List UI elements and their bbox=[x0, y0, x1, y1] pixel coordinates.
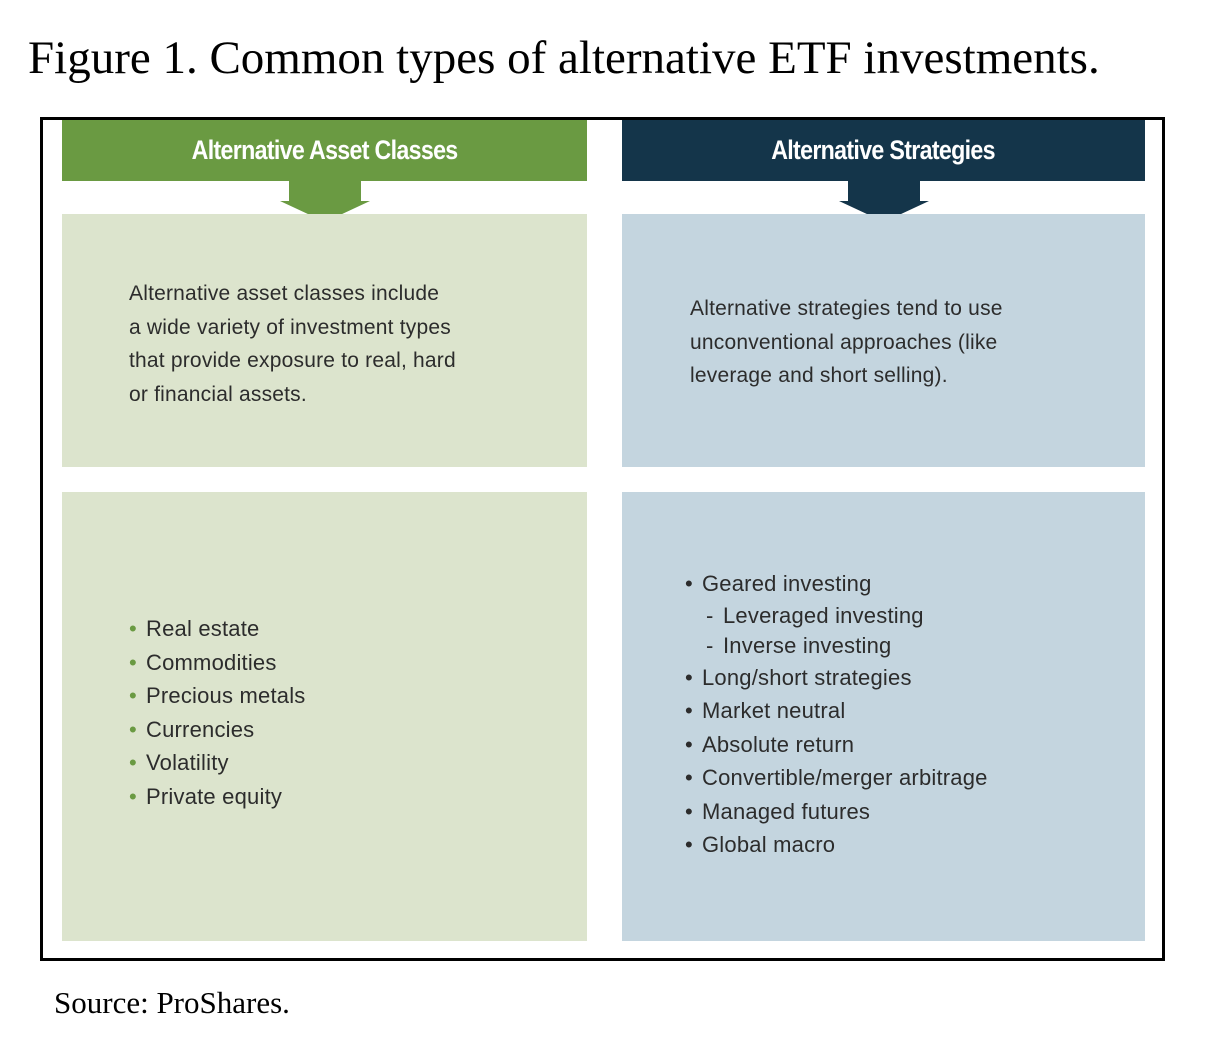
list-item: • Convertible/merger arbitrage bbox=[685, 761, 988, 795]
list-item: • Long/short strategies bbox=[685, 661, 988, 695]
figure-caption: Figure 1. Common types of alternative ET… bbox=[28, 32, 1100, 84]
bullet-icon: • bbox=[129, 750, 137, 775]
sub-list-item: - Inverse investing bbox=[685, 631, 988, 661]
dash-icon: - bbox=[706, 602, 714, 628]
list-item-text: Managed futures bbox=[702, 798, 871, 824]
list-item-text: Geared investing bbox=[702, 571, 872, 596]
strategies-description: Alternative strategies tend to use uncon… bbox=[690, 292, 1003, 393]
bullet-icon: • bbox=[685, 664, 693, 690]
bullet-icon: • bbox=[129, 649, 137, 675]
description-line: leverage and short selling). bbox=[690, 364, 948, 387]
list-item: • Real estate bbox=[129, 612, 306, 646]
bullet-icon: • bbox=[129, 783, 137, 809]
bullet-icon: • bbox=[129, 683, 137, 708]
list-item-text: Currencies bbox=[146, 716, 255, 742]
sub-list-item: - Leveraged investing bbox=[685, 601, 988, 631]
bullet-icon: • bbox=[685, 731, 693, 757]
list-item-text: Leveraged investing bbox=[723, 602, 924, 628]
bullet-icon: • bbox=[685, 698, 693, 723]
list-item-text: Real estate bbox=[146, 616, 260, 641]
description-line: Alternative strategies tend to use bbox=[690, 297, 1003, 320]
asset-classes-description: Alternative asset classes include a wide… bbox=[129, 277, 456, 411]
list-item: • Geared investing bbox=[685, 567, 988, 601]
list-item: • Commodities bbox=[129, 646, 306, 680]
list-item-text: Market neutral bbox=[702, 698, 846, 723]
list-item: • Precious metals bbox=[129, 679, 306, 713]
bullet-icon: • bbox=[685, 798, 693, 824]
bullet-icon: • bbox=[685, 832, 693, 857]
list-item: • Absolute return bbox=[685, 728, 988, 762]
strategies-list-box: • Geared investing - Leveraged investing -… bbox=[622, 492, 1145, 941]
dash-icon: - bbox=[706, 632, 714, 658]
list-item-text: Global macro bbox=[702, 832, 836, 857]
diagram-frame: Alternative Asset Classes Alternative St… bbox=[40, 117, 1165, 961]
description-line: Alternative asset classes include bbox=[129, 282, 440, 305]
list-item-text: Absolute return bbox=[702, 731, 855, 757]
asset-classes-arrow-icon bbox=[280, 181, 370, 222]
bullet-icon: • bbox=[129, 616, 137, 641]
strategies-header-label: Alternative Strategies bbox=[771, 135, 996, 165]
asset-classes-description-box: Alternative asset classes include a wide… bbox=[62, 214, 587, 467]
list-item-text: Long/short strategies bbox=[702, 664, 912, 690]
description-line: that provide exposure to real, hard bbox=[129, 349, 456, 372]
strategies-arrow-icon bbox=[839, 181, 929, 222]
list-item-text: Convertible/merger arbitrage bbox=[702, 765, 988, 790]
list-item: • Private equity bbox=[129, 780, 306, 814]
list-item: • Managed futures bbox=[685, 795, 988, 829]
bullet-icon: • bbox=[129, 716, 137, 742]
description-line: or financial assets. bbox=[129, 382, 307, 406]
strategies-header: Alternative Strategies bbox=[622, 120, 1145, 181]
list-item-text: Private equity bbox=[146, 783, 283, 809]
description-line: a wide variety of investment types bbox=[129, 315, 451, 339]
strategies-list: • Geared investing - Leveraged investing -… bbox=[685, 567, 988, 862]
list-item-text: Commodities bbox=[146, 649, 277, 675]
list-item: • Currencies bbox=[129, 713, 306, 747]
asset-classes-header-label: Alternative Asset Classes bbox=[191, 135, 459, 165]
list-item-text: Precious metals bbox=[146, 683, 306, 708]
list-item-text: Inverse investing bbox=[723, 632, 892, 658]
description-line: unconventional approaches (like bbox=[690, 330, 998, 354]
list-item-text: Volatility bbox=[146, 750, 229, 775]
strategies-description-box: Alternative strategies tend to use uncon… bbox=[622, 214, 1145, 467]
source-note: Source: ProShares. bbox=[54, 985, 290, 1020]
list-item: • Global macro bbox=[685, 828, 988, 862]
bullet-icon: • bbox=[685, 765, 693, 790]
asset-classes-header: Alternative Asset Classes bbox=[62, 120, 587, 181]
bullet-icon: • bbox=[685, 571, 693, 596]
list-item: • Volatility bbox=[129, 746, 306, 780]
asset-classes-list-box: • Real estate • Commodities • Precious meta… bbox=[62, 492, 587, 941]
list-item: • Market neutral bbox=[685, 694, 988, 728]
asset-classes-list: • Real estate • Commodities • Precious meta… bbox=[129, 612, 306, 813]
